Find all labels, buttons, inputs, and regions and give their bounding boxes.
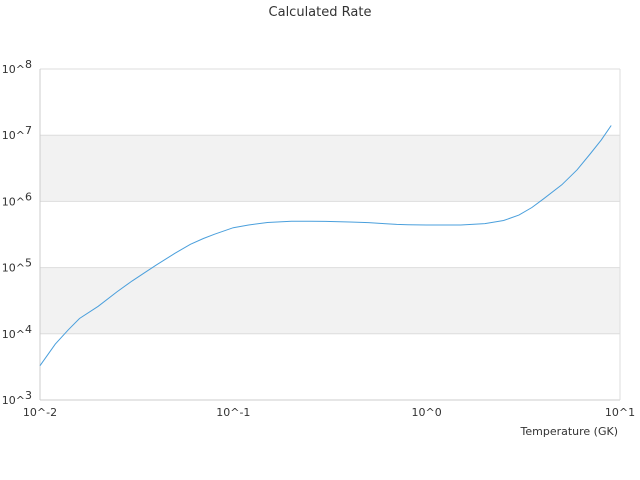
y-tick-label: 10^7 [2,124,32,142]
grid-band [40,267,620,334]
y-tick-label: 10^3 [2,389,32,407]
x-axis-title: Temperature (GK) [520,425,619,438]
x-tick-labels: 10^-2 10^-1 10^0 10^1 [23,406,635,419]
x-tick-label: 10^1 [605,406,635,419]
series-line [39,125,612,366]
y-tick-label: 10^4 [2,323,32,341]
grid-bands [40,135,620,334]
y-tick-labels: 10^3 10^4 10^5 10^6 10^7 10^8 [2,58,32,407]
chart-title: Calculated Rate [269,5,372,20]
y-tick-label: 10^6 [2,190,32,208]
x-tick-label: 10^-1 [216,406,250,419]
y-gridlines [40,68,620,401]
y-tick-label: 10^8 [2,58,32,76]
y-tick-label: 10^5 [2,257,32,275]
grid-band [40,135,620,202]
x-tick-label: 10^-2 [23,406,57,419]
x-tick-label: 10^0 [412,406,442,419]
